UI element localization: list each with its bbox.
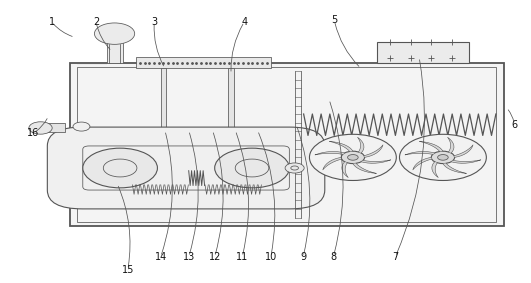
Text: 11: 11 bbox=[236, 252, 249, 262]
Polygon shape bbox=[413, 157, 432, 170]
Bar bbox=[161, 68, 166, 177]
Circle shape bbox=[215, 148, 289, 188]
Text: 16: 16 bbox=[28, 128, 40, 138]
Bar bbox=[204, 171, 262, 185]
Bar bbox=[107, 42, 123, 63]
Polygon shape bbox=[448, 137, 454, 153]
Text: 2: 2 bbox=[93, 17, 99, 27]
Text: 5: 5 bbox=[331, 15, 338, 25]
Circle shape bbox=[341, 151, 365, 164]
Bar bbox=[228, 68, 234, 177]
Circle shape bbox=[285, 163, 304, 173]
Polygon shape bbox=[323, 157, 341, 170]
Bar bbox=[78, 67, 496, 222]
Polygon shape bbox=[361, 160, 391, 163]
Bar bbox=[70, 63, 504, 226]
Circle shape bbox=[95, 23, 135, 44]
Text: 12: 12 bbox=[209, 252, 221, 262]
Text: 13: 13 bbox=[183, 252, 195, 262]
Circle shape bbox=[431, 151, 455, 164]
Polygon shape bbox=[315, 151, 345, 155]
FancyBboxPatch shape bbox=[47, 127, 325, 209]
Circle shape bbox=[29, 122, 52, 134]
Polygon shape bbox=[329, 142, 353, 151]
Text: 6: 6 bbox=[511, 120, 518, 130]
Polygon shape bbox=[432, 162, 438, 177]
Bar bbox=[39, 123, 65, 132]
Polygon shape bbox=[342, 162, 348, 177]
Polygon shape bbox=[405, 151, 435, 155]
Circle shape bbox=[83, 148, 157, 188]
Polygon shape bbox=[353, 163, 376, 173]
Circle shape bbox=[73, 122, 90, 131]
Text: 14: 14 bbox=[155, 252, 167, 262]
Bar bbox=[78, 64, 107, 65]
Circle shape bbox=[310, 134, 396, 181]
Text: 1: 1 bbox=[48, 17, 55, 27]
Circle shape bbox=[399, 134, 486, 181]
Circle shape bbox=[348, 155, 358, 160]
Text: 3: 3 bbox=[151, 17, 157, 27]
Polygon shape bbox=[451, 160, 481, 163]
Bar bbox=[132, 171, 189, 185]
Text: 4: 4 bbox=[241, 17, 247, 27]
Polygon shape bbox=[419, 142, 443, 151]
Polygon shape bbox=[443, 163, 466, 173]
Circle shape bbox=[438, 155, 448, 160]
Polygon shape bbox=[364, 145, 383, 157]
Text: 10: 10 bbox=[264, 252, 277, 262]
Bar bbox=[136, 57, 271, 68]
Text: 15: 15 bbox=[122, 265, 134, 275]
Polygon shape bbox=[357, 137, 364, 153]
Polygon shape bbox=[454, 145, 473, 157]
Text: 7: 7 bbox=[392, 252, 398, 262]
Bar bbox=[376, 42, 469, 63]
Text: 9: 9 bbox=[300, 252, 306, 262]
Text: 8: 8 bbox=[330, 252, 336, 262]
